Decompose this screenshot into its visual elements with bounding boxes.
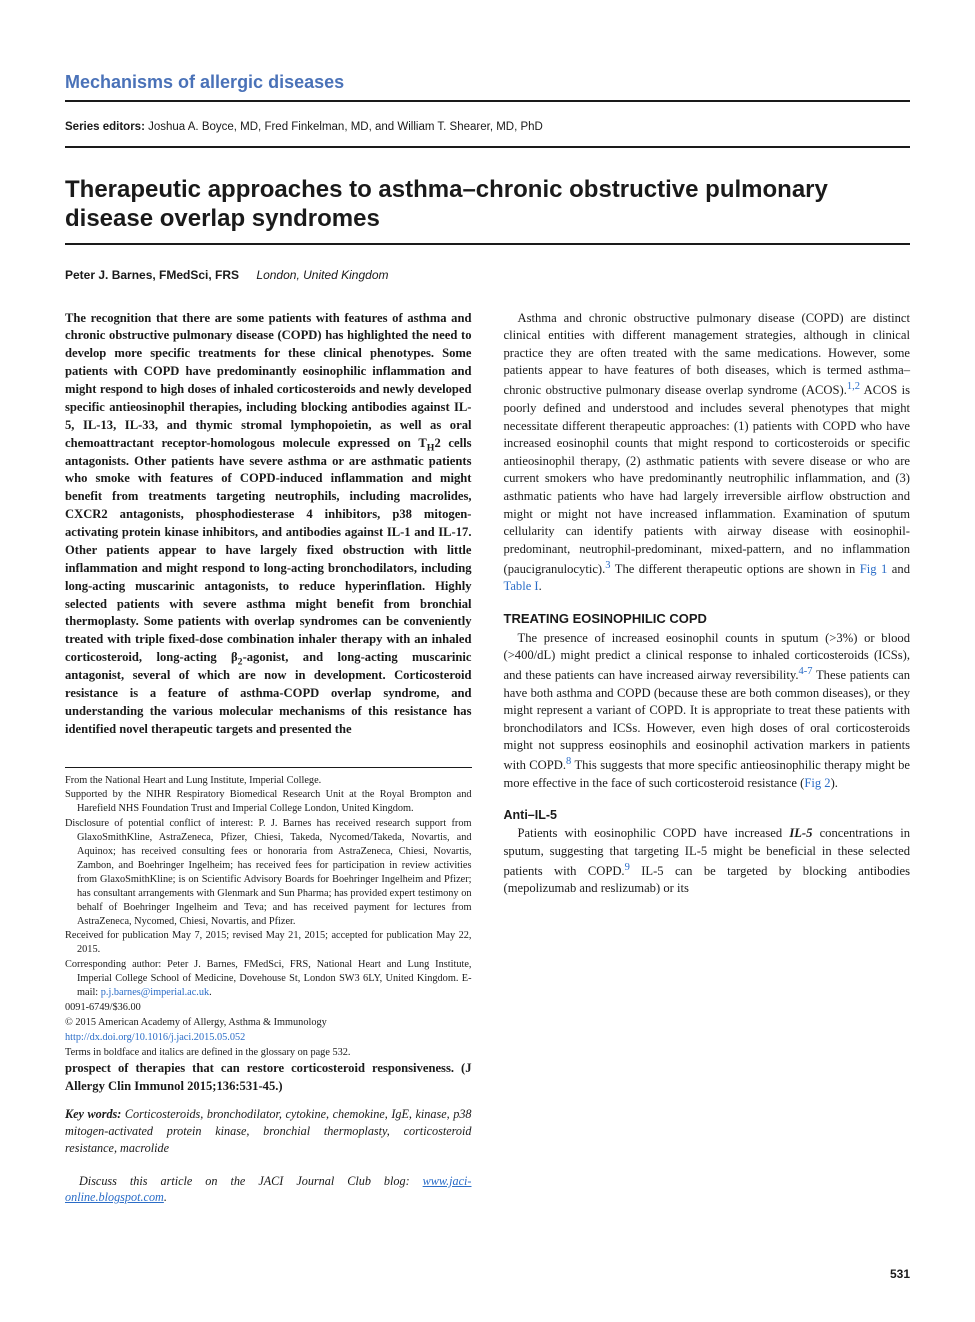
- intro-tail1: The different therapeutic options are sh…: [611, 562, 860, 576]
- keywords-label: Key words:: [65, 1107, 121, 1121]
- footnote-corresponding: Corresponding author: Peter J. Barnes, F…: [65, 958, 472, 1000]
- ref-1-2[interactable]: 1,2: [847, 381, 860, 392]
- abstract-col1: The recognition that there are some pati…: [65, 310, 472, 739]
- footnote-corr-tail: .: [209, 987, 212, 998]
- fig-2-link[interactable]: Fig 2: [804, 776, 830, 790]
- footnote-copyright: © 2015 American Academy of Allergy, Asth…: [65, 1016, 472, 1030]
- footnote-disclosure: Disclosure of potential conflict of inte…: [65, 817, 472, 928]
- table-1-link[interactable]: Table I: [504, 579, 539, 593]
- intro-paragraph: Asthma and chronic obstructive pulmonary…: [504, 310, 911, 596]
- keywords-text: Corticosteroids, bronchodilator, cytokin…: [65, 1107, 472, 1155]
- series-name: Mechanisms of allergic diseases: [65, 70, 910, 102]
- intro-mid: ACOS is poorly defined and understood an…: [504, 383, 911, 575]
- footnote-dates: Received for publication May 7, 2015; re…: [65, 929, 472, 957]
- subsection-heading-antiil5: Anti–IL-5: [504, 807, 911, 824]
- keywords-block: Key words: Corticosteroids, bronchodilat…: [65, 1106, 472, 1156]
- doi-link[interactable]: http://dx.doi.org/10.1016/j.jaci.2015.05…: [65, 1032, 245, 1043]
- series-editors-names: Joshua A. Boyce, MD, Fred Finkelman, MD,…: [148, 121, 543, 133]
- two-column-body: The recognition that there are some pati…: [65, 310, 910, 1250]
- discuss-tail: .: [164, 1190, 167, 1204]
- authors-line: Peter J. Barnes, FMedSci, FRS London, Un…: [65, 267, 910, 283]
- discuss-text: Discuss this article on the JACI Journal…: [79, 1174, 423, 1188]
- ref-4-7[interactable]: 4-7: [799, 666, 813, 677]
- footnote-issn: 0091-6749/$36.00: [65, 1001, 472, 1015]
- intro-tail2: and: [887, 562, 910, 576]
- abstract-part2: prospect of therapies that can restore c…: [65, 1060, 472, 1096]
- footnote-doi: http://dx.doi.org/10.1016/j.jaci.2015.05…: [65, 1031, 472, 1045]
- page-number: 531: [65, 1266, 910, 1282]
- author-name: Peter J. Barnes, FMedSci, FRS: [65, 268, 239, 282]
- il5-pre: Patients with eosinophilic COPD have inc…: [518, 826, 790, 840]
- eos-tail: ).: [831, 776, 838, 790]
- footnote-from: From the National Heart and Lung Institu…: [65, 774, 472, 788]
- corresponding-email-link[interactable]: p.j.barnes@imperial.ac.uk: [101, 987, 209, 998]
- il5-gene: IL-5: [789, 826, 812, 840]
- section-heading-eosinophilic: TREATING EOSINOPHILIC COPD: [504, 610, 911, 628]
- antiil5-para: Patients with eosinophilic COPD have inc…: [504, 825, 911, 898]
- series-editors-label: Series editors:: [65, 121, 145, 133]
- discuss-block: Discuss this article on the JACI Journal…: [65, 1173, 472, 1206]
- author-affiliation: London, United Kingdom: [256, 268, 388, 282]
- eos-mid1: These patients can have both asthma and …: [504, 668, 911, 772]
- abstract-part1: The recognition that there are some pati…: [65, 310, 472, 739]
- fig-1-link[interactable]: Fig 1: [860, 562, 888, 576]
- footnote-funding: Supported by the NIHR Respiratory Biomed…: [65, 788, 472, 816]
- article-title: Therapeutic approaches to asthma–chronic…: [65, 176, 910, 246]
- series-editors-line: Series editors: Joshua A. Boyce, MD, Fre…: [65, 114, 910, 148]
- footnote-glossary: Terms in boldface and italics are define…: [65, 1046, 472, 1060]
- footnotes-block: From the National Heart and Lung Institu…: [65, 767, 472, 1060]
- intro-tail3: .: [539, 579, 542, 593]
- eosinophilic-para: The presence of increased eosinophil cou…: [504, 630, 911, 793]
